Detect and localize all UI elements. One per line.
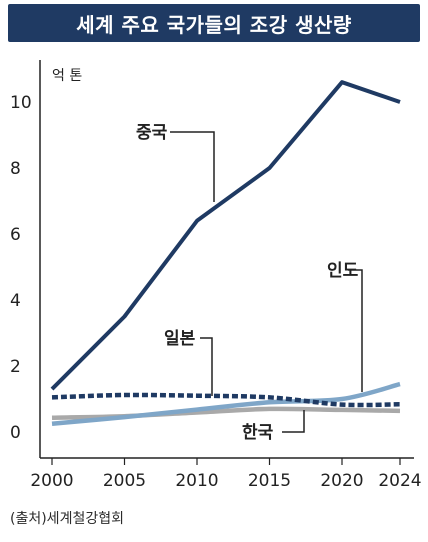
title-bar: 세계 주요 국가들의 조강 생산량 <box>8 4 420 42</box>
series-line-0 <box>50 80 401 391</box>
series-label: 일본 <box>164 329 196 349</box>
x-tick-label: 2010 <box>175 471 218 491</box>
y-tick-label: 6 <box>10 225 21 245</box>
y-tick-label: 10 <box>10 93 32 113</box>
unit-label: 억 톤 <box>52 68 82 84</box>
x-tick-label: 2015 <box>248 471 291 491</box>
x-tick-label: 2020 <box>320 471 363 491</box>
leader-line <box>348 269 363 392</box>
series-line-3 <box>51 406 401 421</box>
series-line-1 <box>51 381 401 426</box>
chart-title: 세계 주요 국가들의 조강 생산량 <box>76 12 352 37</box>
x-tick-label: 2000 <box>30 471 73 491</box>
x-tick-label: 2024 <box>378 471 421 491</box>
source-label: (출처)세계철강협회 <box>10 511 124 527</box>
y-tick-label: 4 <box>10 291 21 311</box>
series-label: 중국 <box>136 123 168 143</box>
y-tick-label: 0 <box>10 423 21 443</box>
x-tick-label: 2005 <box>103 471 146 491</box>
y-tick-label: 8 <box>10 159 21 179</box>
leader-line <box>170 131 215 202</box>
leader-line <box>282 410 305 433</box>
series-line-2 <box>51 392 401 408</box>
series-label: 인도 <box>327 261 359 281</box>
series-label: 한국 <box>242 423 274 443</box>
leader-line <box>200 337 213 396</box>
y-tick-label: 2 <box>10 357 21 377</box>
